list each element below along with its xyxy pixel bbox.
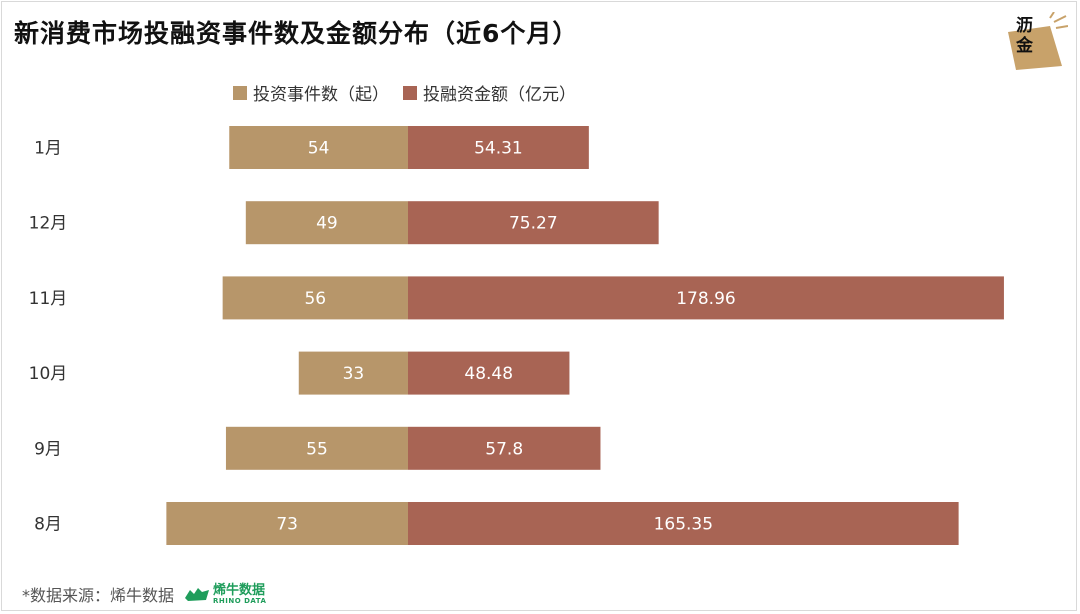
source-brand: 烯牛数据 RHINO DATA bbox=[184, 584, 266, 605]
data-label-count: 49 bbox=[316, 214, 338, 234]
legend-swatch-count bbox=[233, 85, 247, 100]
category-label: 8月 bbox=[34, 515, 62, 535]
bar-count bbox=[245, 201, 408, 245]
bar-count bbox=[166, 502, 408, 545]
data-label-count: 56 bbox=[304, 289, 326, 309]
category-label: 1月 bbox=[34, 139, 62, 159]
bar-count bbox=[222, 276, 408, 320]
category-label: 9月 bbox=[34, 439, 62, 459]
rhino-logo-icon bbox=[185, 588, 210, 601]
data-label-count: 55 bbox=[306, 439, 328, 459]
data-label-amount: 75.27 bbox=[509, 214, 558, 234]
data-label-amount: 48.48 bbox=[464, 364, 513, 384]
data-label-amount: 54.31 bbox=[474, 139, 523, 159]
category-label: 10月 bbox=[29, 364, 68, 384]
bar-amount bbox=[408, 502, 959, 545]
data-label-amount: 57.8 bbox=[485, 439, 523, 459]
bar-amount bbox=[408, 426, 601, 470]
legend-label-amount: 投融资金额（亿元） bbox=[423, 85, 576, 105]
legend-item-count: 投资事件数（起） bbox=[233, 80, 389, 105]
data-label-amount: 165.35 bbox=[654, 515, 713, 535]
brand-name-en: RHINO DATA bbox=[213, 596, 267, 605]
bar-count bbox=[225, 426, 408, 470]
brand-name-cn: 烯牛数据 bbox=[213, 582, 266, 598]
chart-title: 新消费市场投融资事件数及金额分布（近6个月） bbox=[14, 19, 579, 48]
bar-amount bbox=[408, 276, 1004, 320]
legend-item-amount: 投融资金额（亿元） bbox=[403, 80, 576, 105]
logo-icon bbox=[1008, 12, 1068, 70]
data-label-count: 73 bbox=[276, 515, 298, 535]
data-label-count: 54 bbox=[308, 139, 330, 159]
legend-swatch-amount bbox=[403, 85, 417, 100]
source-text: *数据来源：烯牛数据 bbox=[22, 586, 175, 605]
data-label-amount: 178.96 bbox=[676, 289, 735, 309]
bar-count bbox=[229, 126, 408, 169]
bar-amount bbox=[408, 351, 570, 395]
data-label-count: 33 bbox=[343, 364, 365, 384]
legend-label-count: 投资事件数（起） bbox=[253, 85, 389, 105]
brand-text: 烯牛数据 RHINO DATA bbox=[213, 584, 266, 605]
category-label: 12月 bbox=[29, 214, 68, 234]
bar-amount bbox=[408, 201, 659, 245]
bar-amount bbox=[408, 126, 589, 169]
bar-count bbox=[298, 351, 408, 395]
category-label: 11月 bbox=[29, 289, 68, 309]
logo-text: 沥 金 bbox=[1016, 16, 1033, 56]
legend: 投资事件数（起） 投融资金额（亿元） bbox=[233, 80, 590, 105]
data-source: *数据来源：烯牛数据 烯牛数据 RHINO DATA bbox=[22, 582, 266, 606]
